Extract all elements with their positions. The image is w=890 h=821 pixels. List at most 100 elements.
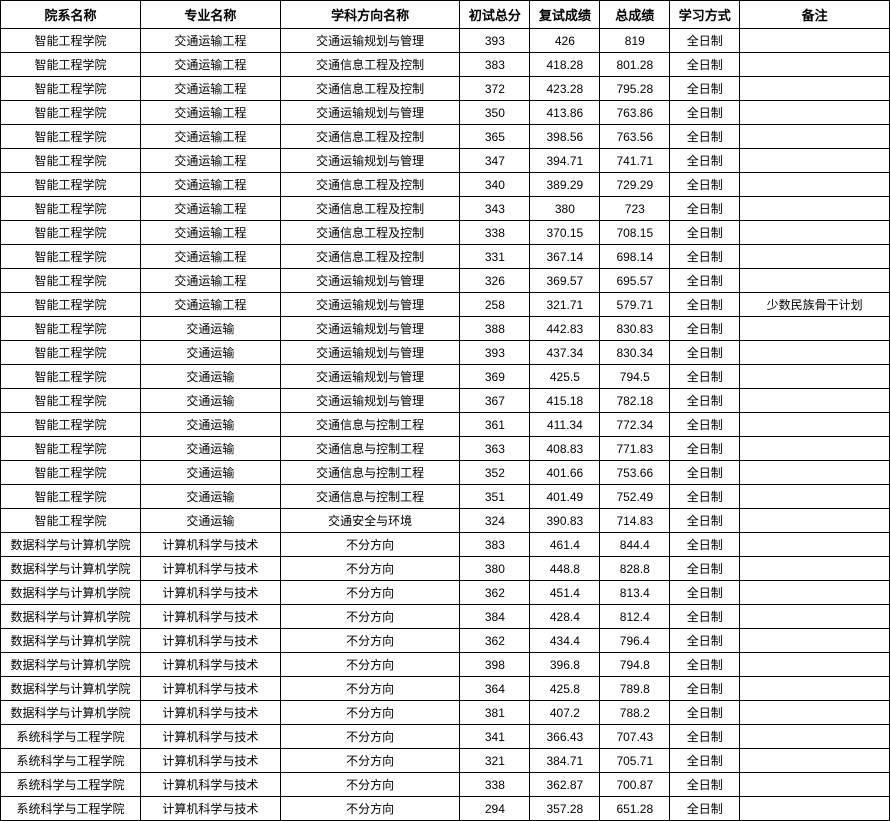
cell-score1: 338 bbox=[460, 221, 530, 245]
cell-major: 计算机科学与技术 bbox=[140, 557, 280, 581]
header-score2: 复试成绩 bbox=[530, 1, 600, 29]
cell-score3: 705.71 bbox=[600, 749, 670, 773]
cell-mode: 全日制 bbox=[670, 389, 740, 413]
cell-note bbox=[740, 533, 890, 557]
table-row: 智能工程学院交通运输工程交通信息工程及控制343380723全日制 bbox=[1, 197, 890, 221]
header-mode: 学习方式 bbox=[670, 1, 740, 29]
cell-mode: 全日制 bbox=[670, 293, 740, 317]
cell-direction: 不分方向 bbox=[280, 701, 460, 725]
cell-score2: 390.83 bbox=[530, 509, 600, 533]
cell-score1: 258 bbox=[460, 293, 530, 317]
cell-major: 计算机科学与技术 bbox=[140, 749, 280, 773]
cell-major: 交通运输 bbox=[140, 389, 280, 413]
cell-score2: 448.8 bbox=[530, 557, 600, 581]
cell-dept: 系统科学与工程学院 bbox=[1, 773, 141, 797]
cell-note bbox=[740, 629, 890, 653]
cell-direction: 交通信息工程及控制 bbox=[280, 77, 460, 101]
table-row: 智能工程学院交通运输工程交通运输规划与管理326369.57695.57全日制 bbox=[1, 269, 890, 293]
cell-note bbox=[740, 197, 890, 221]
cell-score3: 812.4 bbox=[600, 605, 670, 629]
cell-score3: 788.2 bbox=[600, 701, 670, 725]
cell-mode: 全日制 bbox=[670, 797, 740, 821]
table-row: 智能工程学院交通运输交通信息与控制工程363408.83771.83全日制 bbox=[1, 437, 890, 461]
cell-mode: 全日制 bbox=[670, 365, 740, 389]
cell-score1: 326 bbox=[460, 269, 530, 293]
cell-dept: 智能工程学院 bbox=[1, 437, 141, 461]
cell-score1: 381 bbox=[460, 701, 530, 725]
cell-score2: 384.71 bbox=[530, 749, 600, 773]
cell-direction: 交通信息与控制工程 bbox=[280, 485, 460, 509]
cell-dept: 智能工程学院 bbox=[1, 293, 141, 317]
cell-score3: 789.8 bbox=[600, 677, 670, 701]
cell-major: 交通运输工程 bbox=[140, 173, 280, 197]
cell-note bbox=[740, 29, 890, 53]
cell-major: 交通运输 bbox=[140, 413, 280, 437]
cell-score2: 415.18 bbox=[530, 389, 600, 413]
table-row: 智能工程学院交通运输工程交通运输规划与管理258321.71579.71全日制少… bbox=[1, 293, 890, 317]
cell-mode: 全日制 bbox=[670, 29, 740, 53]
cell-score2: 357.28 bbox=[530, 797, 600, 821]
cell-score3: 794.8 bbox=[600, 653, 670, 677]
cell-mode: 全日制 bbox=[670, 725, 740, 749]
cell-score3: 763.56 bbox=[600, 125, 670, 149]
cell-note bbox=[740, 749, 890, 773]
cell-score3: 700.87 bbox=[600, 773, 670, 797]
cell-note bbox=[740, 125, 890, 149]
cell-major: 交通运输 bbox=[140, 317, 280, 341]
cell-dept: 智能工程学院 bbox=[1, 29, 141, 53]
table-row: 数据科学与计算机学院计算机科学与技术不分方向384428.4812.4全日制 bbox=[1, 605, 890, 629]
cell-major: 交通运输工程 bbox=[140, 269, 280, 293]
cell-mode: 全日制 bbox=[670, 221, 740, 245]
cell-dept: 数据科学与计算机学院 bbox=[1, 629, 141, 653]
cell-mode: 全日制 bbox=[670, 149, 740, 173]
cell-score1: 351 bbox=[460, 485, 530, 509]
cell-score2: 425.5 bbox=[530, 365, 600, 389]
cell-score1: 372 bbox=[460, 77, 530, 101]
cell-note bbox=[740, 173, 890, 197]
cell-note bbox=[740, 485, 890, 509]
cell-score3: 771.83 bbox=[600, 437, 670, 461]
cell-score3: 752.49 bbox=[600, 485, 670, 509]
table-row: 智能工程学院交通运输交通运输规划与管理367415.18782.18全日制 bbox=[1, 389, 890, 413]
cell-direction: 交通信息工程及控制 bbox=[280, 245, 460, 269]
cell-score3: 796.4 bbox=[600, 629, 670, 653]
cell-score2: 370.15 bbox=[530, 221, 600, 245]
table-row: 智能工程学院交通运输工程交通信息工程及控制383418.28801.28全日制 bbox=[1, 53, 890, 77]
cell-dept: 智能工程学院 bbox=[1, 149, 141, 173]
cell-direction: 不分方向 bbox=[280, 797, 460, 821]
cell-score1: 398 bbox=[460, 653, 530, 677]
cell-major: 交通运输 bbox=[140, 365, 280, 389]
cell-mode: 全日制 bbox=[670, 53, 740, 77]
table-row: 智能工程学院交通运输工程交通运输规划与管理393426819全日制 bbox=[1, 29, 890, 53]
cell-direction: 交通运输规划与管理 bbox=[280, 29, 460, 53]
cell-mode: 全日制 bbox=[670, 269, 740, 293]
cell-mode: 全日制 bbox=[670, 485, 740, 509]
cell-note bbox=[740, 269, 890, 293]
cell-score3: 795.28 bbox=[600, 77, 670, 101]
table-row: 智能工程学院交通运输交通信息与控制工程361411.34772.34全日制 bbox=[1, 413, 890, 437]
cell-mode: 全日制 bbox=[670, 197, 740, 221]
cell-direction: 不分方向 bbox=[280, 629, 460, 653]
cell-direction: 交通运输规划与管理 bbox=[280, 149, 460, 173]
cell-direction: 不分方向 bbox=[280, 605, 460, 629]
cell-score3: 828.8 bbox=[600, 557, 670, 581]
cell-score3: 714.83 bbox=[600, 509, 670, 533]
cell-direction: 不分方向 bbox=[280, 581, 460, 605]
cell-dept: 智能工程学院 bbox=[1, 173, 141, 197]
cell-mode: 全日制 bbox=[670, 749, 740, 773]
cell-direction: 交通运输规划与管理 bbox=[280, 341, 460, 365]
cell-score1: 338 bbox=[460, 773, 530, 797]
cell-major: 交通运输工程 bbox=[140, 29, 280, 53]
cell-mode: 全日制 bbox=[670, 413, 740, 437]
cell-note bbox=[740, 149, 890, 173]
table-row: 系统科学与工程学院计算机科学与技术不分方向341366.43707.43全日制 bbox=[1, 725, 890, 749]
table-row: 数据科学与计算机学院计算机科学与技术不分方向362434.4796.4全日制 bbox=[1, 629, 890, 653]
cell-score2: 407.2 bbox=[530, 701, 600, 725]
cell-direction: 交通信息工程及控制 bbox=[280, 125, 460, 149]
cell-score2: 362.87 bbox=[530, 773, 600, 797]
cell-major: 交通运输工程 bbox=[140, 101, 280, 125]
cell-dept: 智能工程学院 bbox=[1, 509, 141, 533]
cell-note bbox=[740, 413, 890, 437]
cell-direction: 不分方向 bbox=[280, 653, 460, 677]
cell-note bbox=[740, 317, 890, 341]
